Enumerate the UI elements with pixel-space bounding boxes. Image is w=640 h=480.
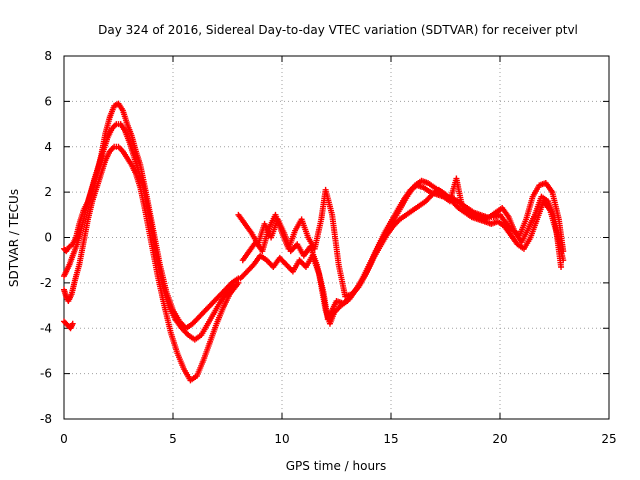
axis-ticks: [63, 55, 610, 420]
y-tick-label: -8: [40, 412, 52, 426]
x-tick-label: 10: [274, 432, 289, 446]
data-point-track-c: [235, 279, 242, 286]
y-tick-label: 4: [44, 140, 52, 154]
y-tick-labels: -8 -6 -4 -2 0 2 4 6 8: [40, 49, 52, 426]
x-tick-label: 20: [492, 432, 507, 446]
y-axis-label: SDTVAR / TECUs: [7, 189, 21, 287]
x-tick-label: 5: [169, 432, 177, 446]
grid-lines: [64, 56, 609, 419]
data-points: [61, 100, 567, 384]
data-point-track-d: [69, 320, 76, 327]
x-tick-label: 15: [383, 432, 398, 446]
y-tick-label: 0: [44, 231, 52, 245]
y-tick-label: 2: [44, 185, 52, 199]
y-tick-label: -2: [40, 276, 52, 290]
chart-title: Day 324 of 2016, Sidereal Day-to-day VTE…: [98, 23, 578, 37]
data-point-track-g: [558, 263, 565, 270]
y-tick-label: 8: [44, 49, 52, 63]
x-axis-label: GPS time / hours: [286, 459, 387, 473]
x-tick-labels: 0 5 10 15 20 25: [60, 432, 616, 446]
y-tick-label: -4: [40, 321, 52, 335]
y-tick-label: -6: [40, 367, 52, 381]
x-tick-label: 0: [60, 432, 68, 446]
x-tick-label: 25: [601, 432, 616, 446]
y-tick-label: 6: [44, 94, 52, 108]
